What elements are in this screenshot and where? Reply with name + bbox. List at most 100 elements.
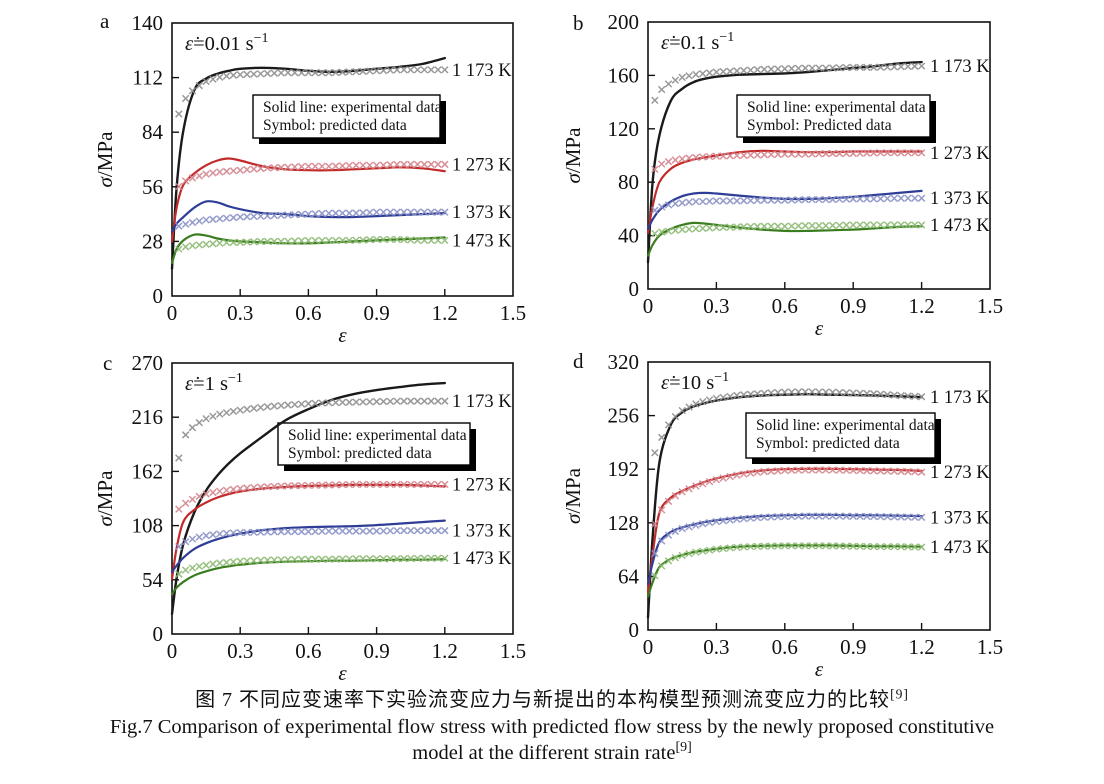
x-tick-label: 0 <box>167 639 178 663</box>
x-tick-label: 0.6 <box>295 639 321 663</box>
x-tick-label: 1.2 <box>908 294 934 318</box>
line-experimental-1173K <box>646 60 923 264</box>
strain-rate-title: ε̇=1 s−1 <box>185 371 243 395</box>
series-label-1473K: 1 473 K <box>930 538 990 558</box>
series-label-1173K: 1 173 K <box>930 388 990 408</box>
series-label-1273K: 1 273 K <box>930 463 990 483</box>
symbols-predicted-1273K <box>175 160 449 191</box>
symbols-predicted-1173K <box>175 397 449 462</box>
x-tick-label: 1.2 <box>432 301 458 325</box>
series-label-1173K: 1 173 K <box>452 392 512 412</box>
y-axis-label: σ/MPa <box>93 470 117 527</box>
y-tick-label: 40 <box>618 224 639 248</box>
chart-panel-c: c 0 0.3 0.6 0.9 1.2 1.5 0 54 108 162 216 270 ε σ/MPa ε̇… <box>93 351 526 685</box>
series-label-1373K: 1 373 K <box>930 508 990 528</box>
strain-rate-title: ε̇=10 s−1 <box>661 370 729 394</box>
legend-line-experimental: Solid line: experimental data <box>263 99 442 116</box>
y-tick-label: 140 <box>132 11 164 35</box>
x-tick-label: 1.5 <box>500 639 526 663</box>
y-tick-label: 56 <box>142 175 163 199</box>
y-tick-label: 54 <box>142 568 164 592</box>
strain-rate-title: ε̇=0.01 s−1 <box>185 31 269 55</box>
x-tick-label: 1.2 <box>432 639 458 663</box>
plot-box <box>647 361 991 631</box>
caption-english-line2-text: model at the different strain rate <box>412 741 676 764</box>
caption-english-line1: Fig.7 Comparison of experimental flow st… <box>109 715 995 738</box>
chart-panel-a: a 0 0.3 0.6 0.9 1.2 1.5 0 28 56 84 112 140 ε σ/MPa ε̇=0… <box>93 9 526 347</box>
line-experimental-1173K <box>170 381 446 616</box>
y-tick-label: 64 <box>618 564 640 588</box>
x-tick-label: 0.6 <box>295 301 321 325</box>
panel-letter-a: a <box>100 9 110 33</box>
y-tick-label: 128 <box>608 511 640 535</box>
y-tick-label: 256 <box>608 404 640 428</box>
panel-letter-b: b <box>573 11 584 35</box>
panel-letter-d: d <box>573 349 584 373</box>
x-tick-label: 0.9 <box>840 635 866 659</box>
legend-box <box>736 94 931 138</box>
y-tick-label: 0 <box>629 618 640 642</box>
y-tick-label: 28 <box>142 229 163 253</box>
symbols-predicted-1273K <box>651 466 926 528</box>
x-axis-label: ε <box>815 316 824 340</box>
y-axis-label: σ/MPa <box>561 127 585 184</box>
x-tick-label: 1.5 <box>977 635 1003 659</box>
figure-caption: 图 7 不同应变速率下实验流变应力与新提出的本构模型预测流变应力的比较[9] F… <box>0 686 1104 766</box>
line-experimental-1473K <box>646 221 923 257</box>
line-experimental-1373K <box>170 200 446 233</box>
symbols-predicted-1173K <box>651 388 926 457</box>
x-tick-label: 0.6 <box>772 294 798 318</box>
legend-line-predicted: Symbol: predicted data <box>263 117 407 134</box>
legend-line-experimental: Solid line: experimental data <box>747 99 926 116</box>
y-tick-label: 112 <box>132 66 163 90</box>
legend-line-experimental: Solid line: experimental data <box>288 427 467 444</box>
symbols-predicted-1473K <box>175 235 449 253</box>
line-experimental-1373K <box>646 513 923 585</box>
caption-chinese-ref: [9] <box>890 686 909 702</box>
series-label-1473K: 1 473 K <box>452 231 512 251</box>
legend-line-predicted: Symbol: Predicted data <box>747 117 892 134</box>
y-tick-label: 80 <box>618 170 639 194</box>
symbols-predicted-1473K <box>651 221 926 238</box>
x-tick-label: 0.3 <box>703 294 729 318</box>
x-axis-label: ε <box>815 657 824 681</box>
series-label-1373K: 1 373 K <box>452 522 512 542</box>
symbols-predicted-1273K <box>651 149 926 174</box>
symbols-predicted-1473K <box>175 554 449 578</box>
line-experimental-1273K <box>646 467 923 594</box>
x-tick-label: 0 <box>167 301 178 325</box>
caption-english-line2: model at the different strain rate[9] <box>0 740 1104 766</box>
x-axis-label: ε <box>338 323 347 347</box>
x-tick-label: 0.9 <box>840 294 866 318</box>
series-label-1273K: 1 273 K <box>452 155 512 175</box>
symbols-predicted-1173K <box>651 62 926 105</box>
x-tick-label: 1.5 <box>977 294 1003 318</box>
legend-line-experimental: Solid line: experimental data <box>756 417 935 434</box>
legend-line-predicted: Symbol: predicted data <box>288 445 432 462</box>
x-axis-label: ε <box>338 661 347 685</box>
series-label-1173K: 1 173 K <box>452 61 512 81</box>
x-tick-label: 1.2 <box>908 635 934 659</box>
y-tick-label: 162 <box>132 459 164 483</box>
x-tick-label: 0.3 <box>227 301 253 325</box>
legend-line-predicted: Symbol: predicted data <box>756 435 900 452</box>
legend-box <box>277 422 471 466</box>
strain-rate-title: ε̇=0.1 s−1 <box>661 30 734 54</box>
x-tick-label: 0 <box>643 635 654 659</box>
line-experimental-1273K <box>170 157 446 243</box>
series-label-1373K: 1 373 K <box>452 203 512 223</box>
y-tick-label: 84 <box>142 120 164 144</box>
y-axis-label: σ/MPa <box>561 467 585 524</box>
y-tick-label: 0 <box>153 622 164 646</box>
series-label-1473K: 1 473 K <box>930 216 990 236</box>
panel-letter-c: c <box>103 351 112 375</box>
symbols-predicted-1373K <box>175 526 449 551</box>
plot-box <box>171 362 514 635</box>
x-tick-label: 0.3 <box>227 639 253 663</box>
series-label-1273K: 1 273 K <box>930 144 990 164</box>
caption-english-ref: [9] <box>675 740 692 755</box>
y-tick-label: 320 <box>608 350 640 374</box>
y-tick-label: 160 <box>608 63 640 87</box>
y-tick-label: 120 <box>608 117 640 141</box>
